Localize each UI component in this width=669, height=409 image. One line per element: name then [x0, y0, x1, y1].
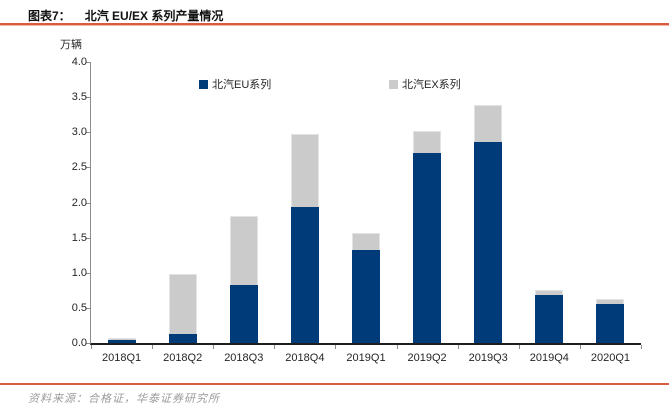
- x-tick-label: 2019Q3: [468, 352, 508, 364]
- y-tick-label: 0.5: [71, 301, 87, 314]
- bar-segment-eu: [413, 152, 442, 343]
- y-tick-label: 3.5: [71, 91, 87, 104]
- y-tick-label: 1.5: [71, 231, 87, 244]
- bar-segment-eu: [596, 304, 625, 343]
- legend-swatch-icon: [389, 79, 398, 89]
- x-tick-label: 2018Q1: [101, 352, 142, 364]
- bar-2019Q3: [474, 104, 503, 343]
- bar-segment-ex: [535, 290, 564, 296]
- chart-legend: 北汽EU系列 北汽EX系列: [91, 76, 641, 92]
- y-tick-label: 0.0: [71, 337, 87, 349]
- bar-segment-ex: [290, 133, 319, 207]
- bar-segment-eu: [535, 295, 564, 343]
- y-axis-tick: [86, 307, 90, 309]
- x-axis-tick: [152, 345, 154, 349]
- x-axis-tick: [213, 345, 215, 349]
- bar-2019Q2: [413, 130, 442, 343]
- bar-segment-eu: [229, 285, 258, 343]
- x-axis-tick: [396, 345, 398, 349]
- x-axis-tick: [579, 345, 581, 349]
- bar-segment-eu: [107, 340, 136, 343]
- legend-item: 北汽EU系列: [199, 76, 271, 92]
- bar-segment-ex: [168, 274, 197, 334]
- x-tick-label: 2020Q1: [590, 352, 631, 364]
- y-axis-tick: [86, 167, 90, 169]
- x-axis-tick: [91, 345, 92, 349]
- y-axis-tick: [86, 237, 90, 239]
- bar-2018Q3: [229, 215, 258, 343]
- x-tick-label: 2019Q1: [346, 352, 386, 364]
- bar-segment-ex: [107, 338, 136, 341]
- y-axis-tick: [86, 132, 90, 134]
- title-divider: [0, 23, 669, 26]
- y-tick-label: 4.0: [71, 56, 87, 68]
- y-axis-tick: [86, 202, 90, 204]
- y-axis-tick: [86, 97, 90, 99]
- legend-item: 北汽EX系列: [389, 76, 461, 92]
- bar-2019Q4: [535, 290, 564, 343]
- x-tick-label: 2019Q2: [407, 352, 447, 364]
- bar-segment-eu: [290, 206, 319, 343]
- bar-segment-ex: [352, 233, 380, 251]
- bar-segment-eu: [352, 250, 380, 343]
- y-tick-label: 2.0: [71, 196, 87, 209]
- legend-label: 北汽EU系列: [212, 79, 272, 91]
- x-tick-label: 2018Q2: [163, 352, 203, 364]
- y-tick-label: 3.0: [71, 126, 87, 139]
- bar-segment-ex: [413, 130, 442, 153]
- figure-number-label: 图表7：: [28, 9, 71, 23]
- x-axis-tick: [641, 345, 642, 349]
- bar-segment-eu: [474, 142, 503, 343]
- y-axis-tick: [86, 272, 90, 274]
- x-axis-tick: [518, 345, 520, 349]
- source-note: 资料来源：合格证，华泰证券研究所: [28, 393, 220, 405]
- x-axis-tick: [274, 345, 276, 349]
- y-tick-label: 1.0: [71, 266, 87, 279]
- x-tick-label: 2019Q4: [529, 352, 569, 364]
- y-axis-tick: [86, 62, 90, 63]
- plot-area: 北汽EU系列 北汽EX系列 2018Q1 2018Q2 2018Q3 2018Q4 201…: [72, 56, 642, 364]
- bar-segment-ex: [596, 298, 625, 305]
- bar-segment-ex: [229, 215, 258, 286]
- x-tick-label: 2018Q3: [224, 352, 264, 364]
- y-tick-label: 2.5: [71, 161, 87, 174]
- legend-label: 北汽EX系列: [402, 79, 461, 91]
- x-tick-label: 2018Q4: [285, 352, 325, 364]
- chart-header: 图表7： 北汽 EU/EX 系列产量情况: [28, 7, 223, 24]
- bar-2018Q4: [290, 133, 319, 343]
- bar-2018Q1: [107, 338, 136, 343]
- bar-segment-eu: [168, 333, 197, 343]
- bar-2018Q2: [168, 274, 197, 343]
- footer-divider: [0, 383, 669, 385]
- bar-2020Q1: [596, 298, 625, 343]
- x-axis-tick: [457, 345, 459, 349]
- bar-segment-ex: [474, 104, 503, 143]
- page-title: 北汽 EU/EX 系列产量情况: [84, 9, 224, 23]
- x-axis-tick: [335, 345, 337, 349]
- y-axis-unit-label: 万辆: [60, 39, 82, 51]
- legend-swatch-icon: [199, 79, 208, 89]
- bar-2019Q1: [352, 233, 380, 343]
- y-axis-tick: [86, 343, 90, 344]
